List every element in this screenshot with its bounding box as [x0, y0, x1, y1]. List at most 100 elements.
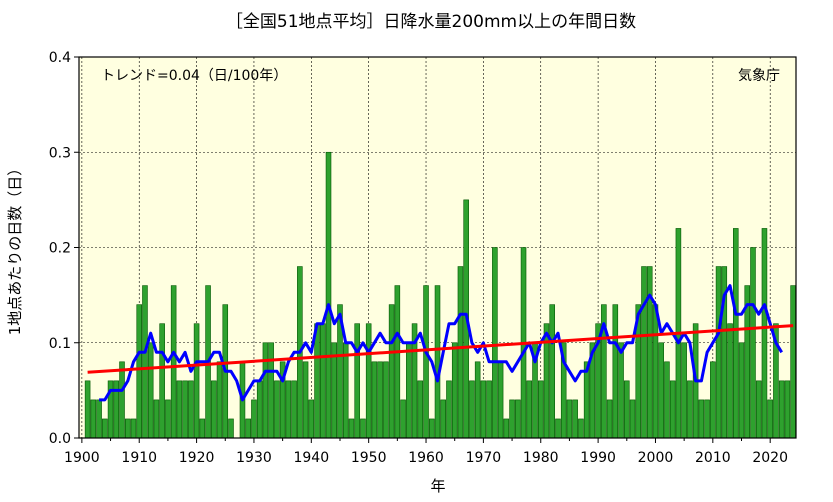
- x-tick-label: 1930: [236, 450, 272, 466]
- bar: [251, 399, 257, 439]
- x-tick-label: 1910: [121, 450, 157, 466]
- bar: [778, 380, 785, 439]
- trend-line: [87, 324, 794, 374]
- bar: [612, 304, 619, 439]
- bar: [664, 361, 670, 439]
- bar: [555, 418, 561, 439]
- bar: [394, 285, 401, 439]
- bar: [750, 247, 756, 439]
- y-axis-ticks: 0.0 0.1 0.2 0.3 0.4: [49, 50, 79, 447]
- bar: [446, 380, 452, 439]
- bar: [136, 304, 142, 439]
- bar: [687, 380, 693, 439]
- bar: [423, 285, 429, 439]
- bar: [96, 399, 102, 439]
- x-axis-ticks: 1900 1910 1920 1930 1940 1950 1960 1970 1980 1990…: [64, 438, 788, 466]
- bar: [193, 323, 200, 439]
- y-tick-label: 0.1: [49, 336, 71, 352]
- x-tick-label: 2020: [752, 450, 788, 466]
- x-tick-label: 1940: [293, 450, 329, 466]
- bar: [176, 380, 183, 439]
- chart-title: ［全国51地点平均］日降水量200mm以上の年間日数: [226, 12, 636, 32]
- bar: [274, 380, 280, 439]
- bar: [515, 399, 521, 439]
- bar: [262, 342, 269, 439]
- y-tick-label: 0.0: [49, 431, 71, 447]
- bar: [480, 380, 487, 439]
- x-tick-label: 1980: [523, 450, 559, 466]
- bar: [199, 418, 206, 439]
- bar: [572, 399, 578, 439]
- bar: [509, 399, 515, 439]
- bar: [503, 418, 510, 439]
- bar: [84, 380, 91, 439]
- bar: [291, 380, 297, 439]
- x-tick-label: 2010: [695, 450, 731, 466]
- x-tick-label: 2000: [638, 450, 674, 466]
- bar: [492, 247, 498, 439]
- bar: [457, 266, 464, 439]
- bar: [606, 399, 613, 439]
- bar: [755, 380, 762, 439]
- x-tick-label: 1960: [408, 450, 444, 466]
- bar: [360, 418, 366, 439]
- bar: [383, 361, 389, 439]
- bar: [761, 228, 768, 439]
- bar: [658, 342, 664, 439]
- bar: [578, 418, 584, 439]
- bar: [646, 266, 653, 439]
- bar: [704, 399, 710, 439]
- bar: [710, 361, 716, 439]
- bar: [400, 399, 406, 439]
- bar: [388, 304, 395, 439]
- bar: [182, 380, 188, 439]
- bar: [767, 399, 773, 439]
- bar: [371, 361, 378, 439]
- bar: [188, 380, 194, 439]
- moving-average-line: [99, 284, 783, 402]
- bar: [211, 380, 217, 439]
- bar: [790, 285, 796, 439]
- bar: [348, 418, 355, 439]
- y-axis-label: 1地点あたりの日数（日）: [6, 161, 24, 336]
- bar: [566, 399, 573, 439]
- y-tick-label: 0.3: [49, 145, 71, 161]
- bar: [428, 418, 435, 439]
- x-tick-label: 1920: [179, 450, 215, 466]
- bar: [698, 399, 705, 439]
- bar: [497, 361, 504, 439]
- bar: [486, 380, 492, 439]
- bar: [629, 399, 636, 439]
- bar: [320, 323, 326, 439]
- bar: [652, 304, 659, 439]
- bar: [526, 380, 533, 439]
- bar: [102, 418, 108, 439]
- bar: [130, 418, 137, 439]
- y-tick-label: 0.2: [49, 241, 71, 257]
- bar: [285, 380, 292, 439]
- source-annotation: 気象庁: [738, 68, 780, 84]
- bar: [537, 380, 544, 439]
- bar: [583, 361, 590, 439]
- trend-annotation: トレンド=0.04（日/100年）: [101, 68, 287, 84]
- bar: [451, 342, 458, 439]
- bar: [302, 361, 309, 439]
- bar: [90, 399, 97, 439]
- x-tick-label: 1970: [466, 450, 502, 466]
- bar: [406, 342, 412, 439]
- bar: [469, 380, 475, 439]
- bar: [618, 342, 624, 439]
- y-tick-label: 0.4: [49, 50, 71, 66]
- x-tick-label: 1990: [580, 450, 616, 466]
- bar: [417, 380, 424, 439]
- bar: [308, 399, 315, 439]
- bar: [268, 342, 274, 439]
- bar: [641, 266, 647, 439]
- bar: [165, 399, 171, 439]
- bar: [681, 342, 687, 439]
- bar: [733, 228, 739, 439]
- bar: [738, 342, 745, 439]
- bar: [245, 418, 251, 439]
- bar: [624, 380, 630, 439]
